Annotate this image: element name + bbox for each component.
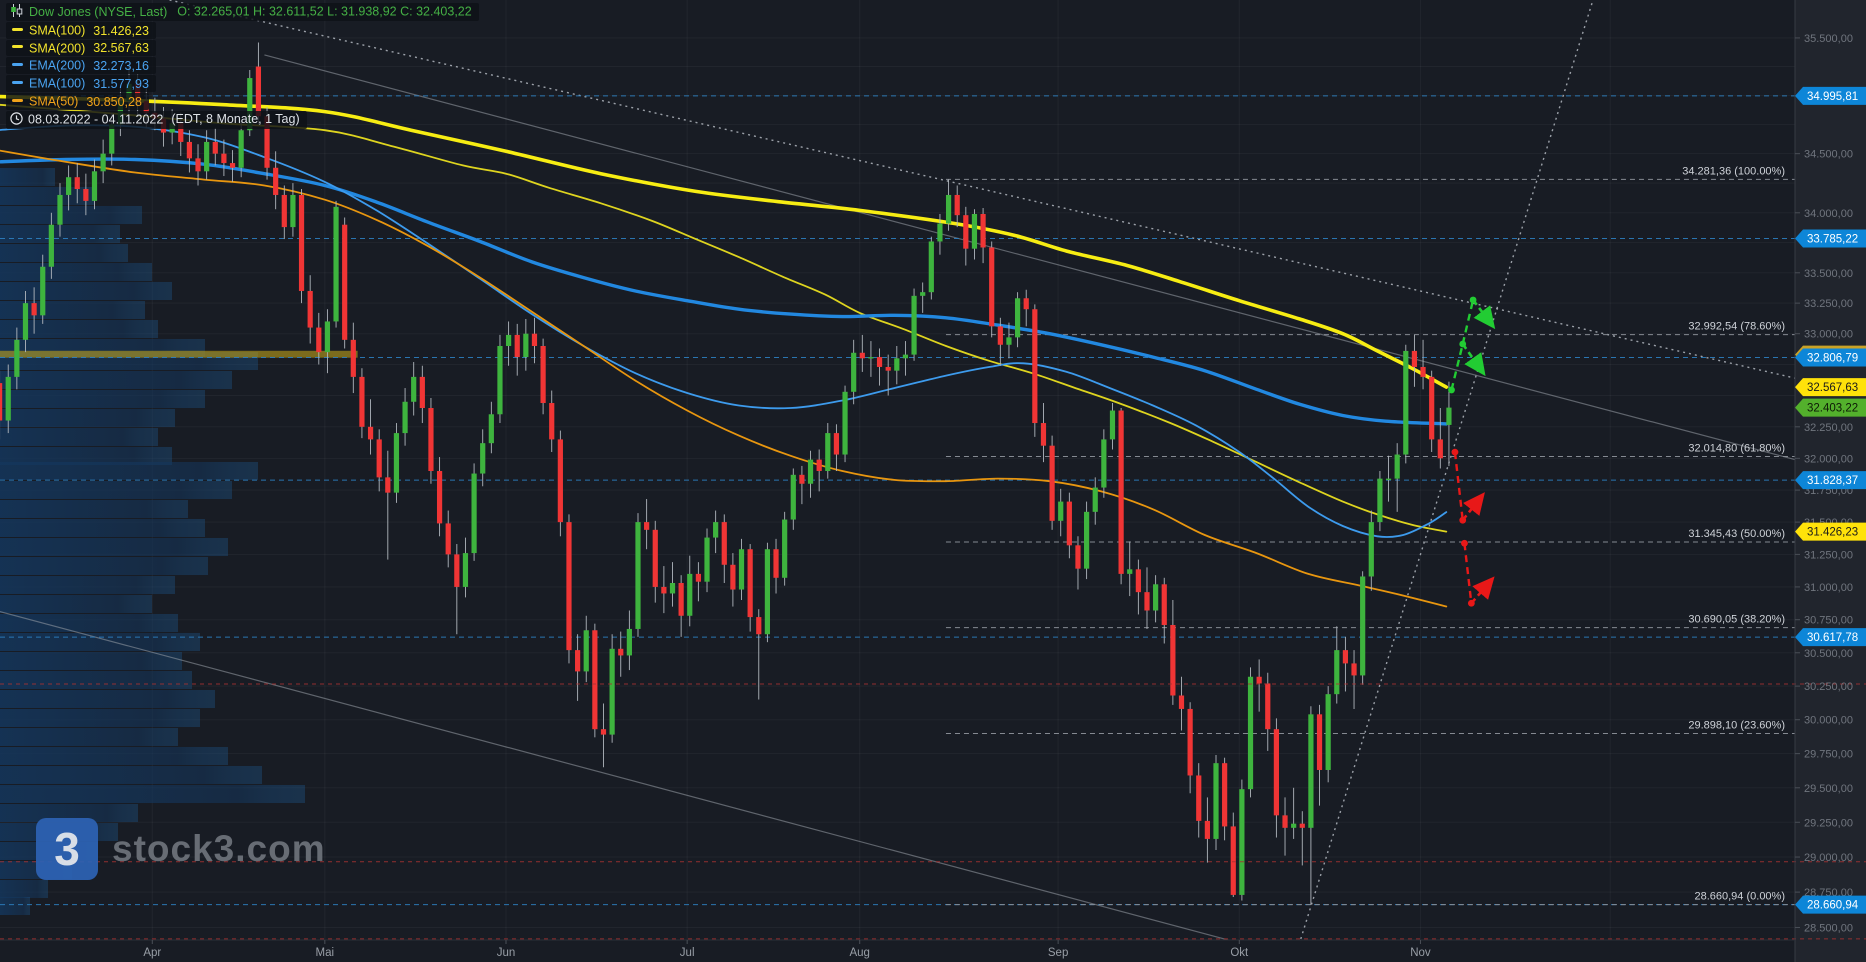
svg-text:30.617,78: 30.617,78 [1807,632,1858,644]
watermark-text: stock3.com [112,828,326,869]
svg-text:35.500,00: 35.500,00 [1804,33,1853,45]
sma100-swatch-icon [12,27,23,31]
price-axis[interactable] [1795,0,1866,940]
ma-value: 31.426,23 [93,23,149,38]
ma-value: 30.850,28 [86,94,142,109]
time-axis-labels: Apr Mai Jun Jul Aug Sep Okt Nov [143,940,1431,959]
svg-text:34.995,81: 34.995,81 [1807,91,1858,103]
alert-lines[interactable] [0,683,1866,940]
overlay-SMA(100)[interactable] [0,103,1448,533]
axis-tag-ma: 31.426,23 [1795,522,1866,541]
svg-text:32.000,00: 32.000,00 [1804,453,1853,465]
axis-tag-level: 28.660,94 [1795,895,1866,914]
svg-text:30.500,00: 30.500,00 [1804,648,1853,660]
axis-tag-level: 31.828,37 [1795,471,1866,490]
svg-text:28.660,94 (0.00%): 28.660,94 (0.00%) [1694,891,1785,903]
forecast-arrows-down[interactable] [1451,448,1495,607]
clock-icon [10,111,23,128]
stock3-watermark: 3 stock3.com [36,818,326,880]
ma-label: SMA(200) [29,41,86,56]
svg-text:Nov: Nov [1410,947,1431,959]
chart-legend: Dow Jones (NYSE, Last) O: 32.265,01 H: 32… [6,3,479,130]
svg-text:Jul: Jul [680,947,695,959]
ma-label: EMA(200) [29,59,86,74]
svg-text:33.000,00: 33.000,00 [1804,329,1853,341]
ma-label: SMA(50) [29,94,79,109]
svg-text:29.500,00: 29.500,00 [1804,783,1853,795]
svg-text:28.500,00: 28.500,00 [1804,922,1853,934]
stock3-logo: 3 [36,818,98,880]
svg-text:Okt: Okt [1230,947,1249,959]
axis-tag-level: 30.617,78 [1795,628,1866,647]
svg-text:32.250,00: 32.250,00 [1804,422,1853,434]
svg-text:30.750,00: 30.750,00 [1804,615,1853,627]
timerange-dates: 08.03.2022 - 04.11.2022 [28,112,164,127]
svg-text:34.281,36 (100.00%): 34.281,36 (100.00%) [1682,165,1785,177]
legend-sma50-row[interactable]: SMA(50) 30.850,28 [6,92,149,110]
trend-lines[interactable] [0,0,1795,962]
svg-text:34.500,00: 34.500,00 [1804,149,1853,161]
svg-text:33.250,00: 33.250,00 [1804,298,1853,310]
sma50-swatch-icon [12,98,23,102]
sma200-swatch-icon [12,45,23,49]
svg-text:Mai: Mai [316,947,335,959]
legend-timerange-row[interactable]: 08.03.2022 - 04.11.2022 (EDT, 8 Monate, 1… [6,110,307,129]
series-ohlc-values: O: 32.265,01 H: 32.611,52 L: 31.938,92 C… [177,4,472,19]
legend-sma200-row[interactable]: SMA(200) 32.567,63 [6,39,156,57]
axis-tag-level: 34.995,81 [1795,86,1866,105]
svg-text:Aug: Aug [849,947,869,959]
svg-text:28.660,94: 28.660,94 [1807,900,1859,912]
svg-text:30.000,00: 30.000,00 [1804,715,1853,727]
legend-ema200-row[interactable]: EMA(200) 32.273,16 [6,57,156,75]
svg-text:Apr: Apr [143,947,161,959]
svg-text:Jun: Jun [497,947,516,959]
legend-sma100-row[interactable]: SMA(100) 31.426,23 [6,22,156,39]
candles [0,42,1452,905]
axis-tag-last-price: 32.403,22 [1795,398,1866,417]
candlestick-icon [10,4,23,20]
svg-text:31.345,43 (50.00%): 31.345,43 (50.00%) [1688,528,1785,540]
time-axis[interactable] [0,940,1795,962]
svg-text:32.567,63: 32.567,63 [1807,382,1858,394]
legend-series-row[interactable]: Dow Jones (NYSE, Last) O: 32.265,01 H: 32… [6,3,479,21]
svg-text:33.500,00: 33.500,00 [1804,268,1853,280]
svg-text:32.014,80 (61.80%): 32.014,80 (61.80%) [1688,442,1785,454]
svg-text:31.426,23: 31.426,23 [1807,527,1858,539]
svg-text:31.828,37: 31.828,37 [1807,475,1858,487]
gridlines [0,0,1795,940]
series-name: Dow Jones (NYSE, Last) [29,4,168,19]
overlay-EMA(100)[interactable] [0,124,1448,539]
svg-text:31.000,00: 31.000,00 [1804,582,1853,594]
svg-text:29.750,00: 29.750,00 [1804,749,1853,761]
svg-text:Sep: Sep [1048,947,1068,959]
forecast-arrows-up[interactable] [1448,296,1496,394]
svg-text:32.806,79: 32.806,79 [1807,352,1858,364]
support-band[interactable] [0,350,358,358]
axis-tag-level: 33.785,22 [1795,229,1866,248]
svg-text:32.992,54 (78.60%): 32.992,54 (78.60%) [1688,321,1785,333]
svg-text:30.690,05 (38.20%): 30.690,05 (38.20%) [1688,614,1785,626]
legend-ema100-row[interactable]: EMA(100) 31.577,93 [6,75,156,92]
svg-text:29.250,00: 29.250,00 [1804,817,1853,829]
ema100-swatch-icon [12,80,23,84]
svg-text:34.000,00: 34.000,00 [1804,208,1853,220]
ma-label: SMA(100) [29,23,86,38]
ema200-swatch-icon [12,63,23,67]
svg-text:30.250,00: 30.250,00 [1804,681,1853,693]
ma-value: 32.567,63 [93,41,149,56]
svg-text:31.250,00: 31.250,00 [1804,549,1853,561]
axis-tag-level: 32.806,79 [1795,348,1866,367]
ma-label: EMA(100) [29,76,86,91]
overlay-SMA(200)[interactable] [0,94,1449,389]
svg-text:32.403,22: 32.403,22 [1807,403,1858,415]
axis-tag-ma: 32.567,63 [1795,378,1866,397]
svg-text:29.898,10 (23.60%): 29.898,10 (23.60%) [1688,720,1785,732]
timerange-detail: (EDT, 8 Monate, 1 Tag) [171,112,300,127]
ma-value: 32.273,16 [93,59,149,74]
svg-text:29.000,00: 29.000,00 [1804,852,1853,864]
ma-value: 31.577,93 [93,76,149,91]
svg-text:33.785,22: 33.785,22 [1807,233,1858,245]
